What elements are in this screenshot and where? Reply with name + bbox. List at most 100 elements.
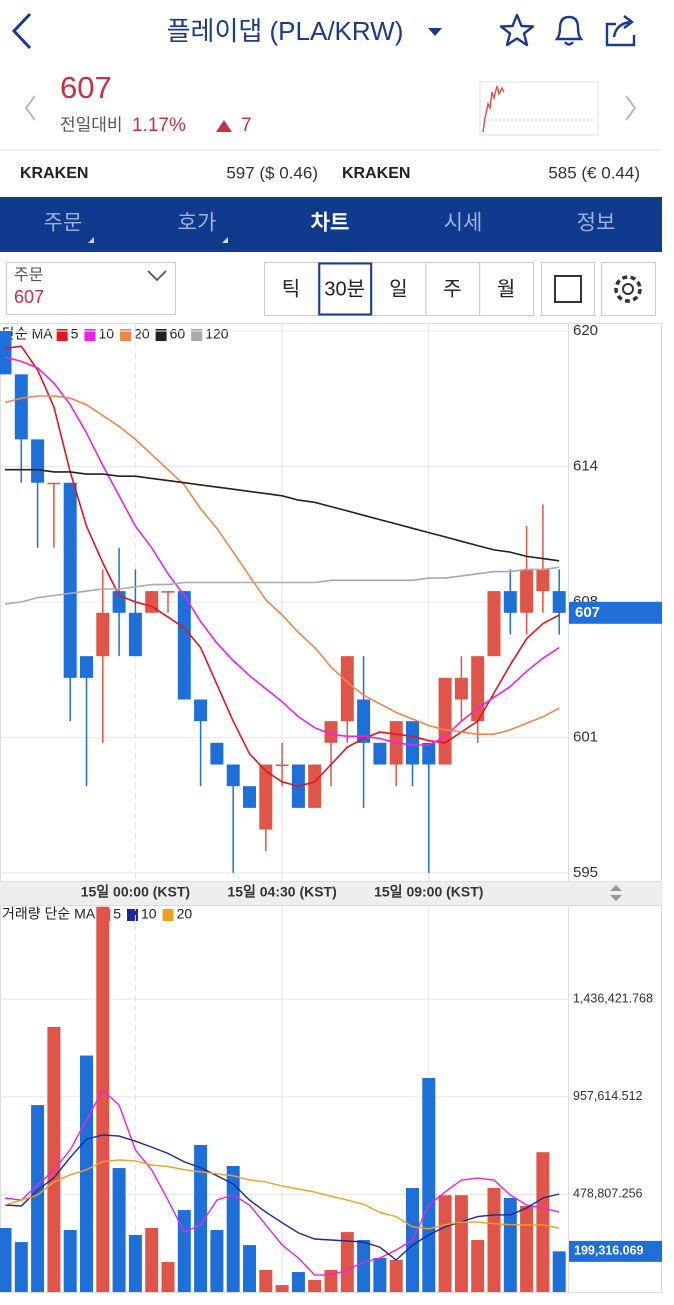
y-tick-label: 478,807.256 — [573, 1187, 643, 1201]
sparkline — [482, 85, 505, 133]
ma-line — [4, 566, 560, 605]
legend-swatch — [126, 909, 138, 921]
candle-body — [438, 677, 452, 765]
period-label: 일 — [389, 277, 407, 300]
tab[interactable]: 차트 — [311, 212, 350, 235]
candle-body — [340, 656, 354, 722]
volume-bar — [471, 1240, 485, 1292]
volume-bar — [552, 1251, 566, 1292]
legend-label: 10 — [141, 906, 157, 922]
volume-bar — [536, 1152, 550, 1292]
back-button[interactable] — [11, 12, 32, 50]
tab[interactable]: 정보 — [577, 212, 616, 235]
y-tick-label: 595 — [573, 864, 598, 881]
order-value: 607 — [14, 287, 44, 307]
volume-bar — [487, 1188, 501, 1292]
legend-label: 60 — [170, 326, 186, 342]
change-percent: 1.17% — [132, 115, 186, 136]
x-tick-label: 15일 00:00 (KST) — [81, 884, 190, 900]
period-label: 틱 — [282, 277, 300, 300]
volume-bar — [112, 1168, 126, 1292]
ma-line — [4, 395, 560, 735]
period-button[interactable] — [371, 262, 427, 316]
volume-bar — [308, 1279, 322, 1292]
ma-line — [4, 1088, 560, 1276]
chevron — [147, 270, 167, 282]
legend-label: 5 — [113, 906, 121, 922]
volume-bar — [438, 1195, 452, 1292]
period-label: 월 — [497, 277, 515, 300]
candle-body — [226, 764, 240, 787]
exchange-name: KRAKEN — [342, 165, 410, 182]
candle-body — [487, 591, 501, 657]
candle-body — [308, 764, 322, 808]
exchange-price: 597 ($ 0.46) — [226, 163, 318, 182]
volume-bar — [389, 1259, 403, 1292]
candle-body — [0, 331, 12, 375]
candle-body — [373, 742, 387, 765]
volume-bar — [14, 1242, 28, 1292]
period-selected — [318, 262, 373, 316]
candle-body — [536, 569, 550, 592]
volume-bar — [80, 1055, 93, 1292]
candle-body — [503, 591, 517, 613]
dropdown-icon[interactable] — [428, 28, 442, 36]
next-button[interactable] — [625, 95, 637, 121]
period-button[interactable] — [264, 262, 319, 316]
candle-body — [31, 439, 45, 483]
volume-bar — [243, 1245, 256, 1292]
legend-swatch — [191, 329, 203, 341]
legend-swatch — [84, 329, 96, 341]
draw-button[interactable] — [541, 262, 595, 316]
change-label: 전일대비 — [60, 115, 123, 134]
order-select[interactable] — [6, 262, 176, 315]
exchange-name: KRAKEN — [20, 165, 88, 182]
volume-bar — [63, 1230, 77, 1292]
legend-title: 단순 MA — [2, 326, 53, 342]
tab-bar — [0, 197, 662, 252]
settings-icon — [614, 275, 642, 303]
volume-bar — [520, 1205, 534, 1292]
volume-bar — [47, 1027, 61, 1292]
alert-button[interactable] — [554, 15, 584, 46]
legend-label: 5 — [71, 326, 79, 342]
settings-button[interactable] — [601, 262, 656, 316]
candle-body — [96, 612, 110, 657]
tab[interactable]: 호가 — [178, 212, 217, 235]
candle-body — [357, 699, 371, 743]
candle-body — [275, 764, 289, 767]
period-button[interactable] — [479, 262, 535, 316]
candle-body — [471, 656, 485, 722]
last-price-label: 607 — [575, 604, 600, 621]
legend-label: 20 — [134, 326, 150, 342]
volume-bar — [259, 1269, 273, 1292]
price: 607 — [60, 70, 112, 105]
tab[interactable]: 시세 — [444, 212, 483, 235]
tab[interactable]: 주문 — [44, 212, 83, 235]
candle-body — [145, 591, 159, 613]
ma-line — [4, 356, 560, 746]
resize-handle[interactable] — [610, 885, 622, 901]
candle-body — [454, 677, 468, 700]
price-panel — [0, 323, 662, 882]
candle-body — [552, 591, 566, 613]
share-button[interactable] — [605, 15, 636, 47]
up-icon — [216, 120, 232, 132]
last-price-tag — [569, 601, 662, 624]
legend-swatch — [56, 329, 68, 341]
favorite-button[interactable] — [499, 13, 535, 47]
sparkline-box — [479, 81, 599, 136]
candle-body — [243, 786, 256, 808]
volume-bar — [357, 1240, 371, 1292]
time-axis — [0, 882, 662, 905]
legend-label: 10 — [98, 326, 114, 342]
y-tick-label: 601 — [573, 728, 598, 745]
ma-line — [4, 1134, 560, 1261]
legend-title: 거래량 단순 MA — [2, 906, 96, 922]
volume-bar — [128, 1234, 142, 1292]
prev-button[interactable] — [24, 95, 36, 121]
draw-icon — [554, 275, 582, 303]
candle-body — [210, 742, 224, 765]
ma-line — [4, 345, 560, 788]
legend-label: 120 — [205, 326, 229, 342]
